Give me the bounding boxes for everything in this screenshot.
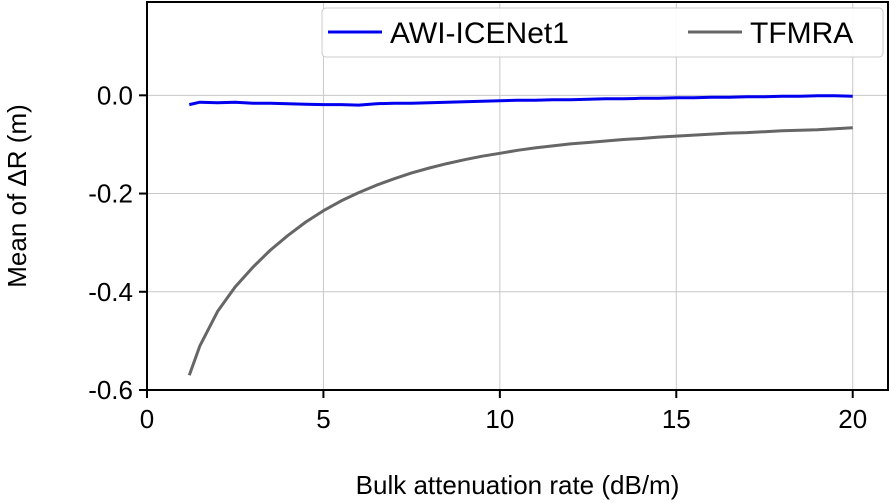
y-tick-label: -0.4 [88,277,133,307]
x-axis: 0 5 10 15 20 [140,390,867,434]
legend-label-1: TFMRA [750,17,853,50]
x-tick-label: 20 [838,404,867,434]
legend: AWI-ICENet1 TFMRA [321,7,884,58]
x-tick-label: 10 [485,404,514,434]
y-axis: -0.6 -0.4 -0.2 0.0 [88,80,147,405]
x-tick-label: 0 [140,404,154,434]
y-tick-label: -0.2 [88,179,133,209]
x-tick-label: 5 [316,404,330,434]
grid-lines [146,2,888,391]
series-line-1 [187,126,853,376]
series-line-0 [188,94,853,107]
x-tick-label: 15 [662,404,691,434]
y-tick-label: 0.0 [97,80,133,110]
series-lines [187,94,853,376]
x-axis-label: Bulk attenuation rate (dB/m) [356,470,680,500]
legend-box [321,7,884,58]
legend-label-0: AWI-ICENet1 [390,17,569,50]
plot-frame [146,1,889,391]
y-axis-label: Mean of ΔR (m) [2,104,32,288]
y-tick-label: -0.6 [88,375,133,405]
